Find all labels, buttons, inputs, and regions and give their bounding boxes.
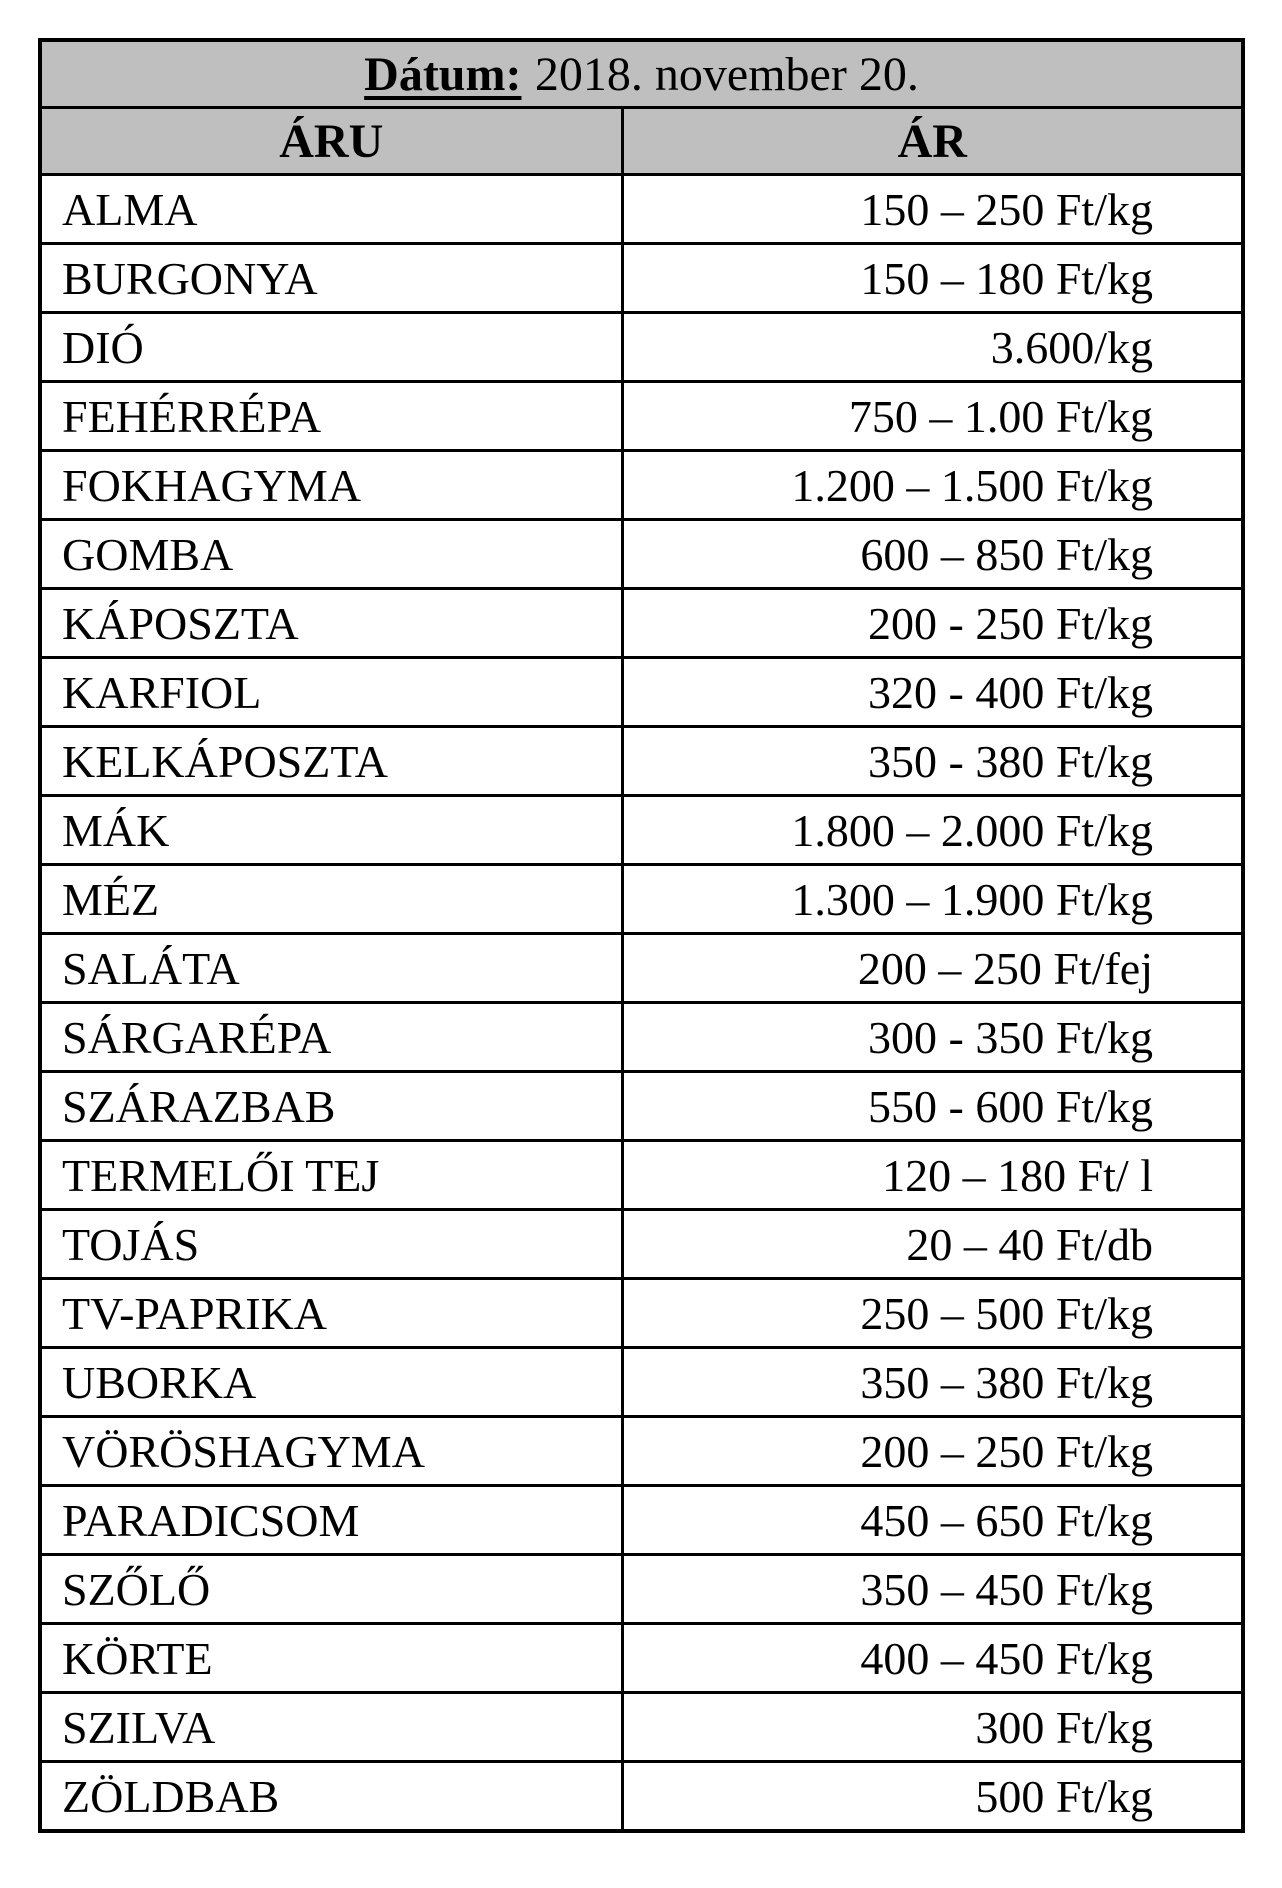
item-price-cell: 150 – 250 Ft/kg xyxy=(620,173,1245,245)
item-price-cell: 350 - 380 Ft/kg xyxy=(620,725,1245,797)
item-price-cell: 600 – 850 Ft/kg xyxy=(620,518,1245,590)
table-row: SALÁTA 200 – 250 Ft/fej xyxy=(38,932,1245,1004)
table-row: VÖRÖSHAGYMA 200 – 250 Ft/kg xyxy=(38,1415,1245,1487)
table-row: KARFIOL 320 - 400 Ft/kg xyxy=(38,656,1245,728)
item-price-cell: 20 – 40 Ft/db xyxy=(620,1208,1245,1280)
item-price-cell: 200 - 250 Ft/kg xyxy=(620,587,1245,659)
table-row: UBORKA 350 – 380 Ft/kg xyxy=(38,1346,1245,1418)
table-row: PARADICSOM 450 – 650 Ft/kg xyxy=(38,1484,1245,1556)
item-name-cell: FEHÉRRÉPA xyxy=(38,380,624,452)
item-name-cell: KARFIOL xyxy=(38,656,624,728)
item-price-cell: 300 Ft/kg xyxy=(620,1691,1245,1763)
table-row: MÉZ 1.300 – 1.900 Ft/kg xyxy=(38,863,1245,935)
item-price-cell: 350 – 380 Ft/kg xyxy=(620,1346,1245,1418)
table-row: ALMA 150 – 250 Ft/kg xyxy=(38,173,1245,245)
item-name-cell: SZILVA xyxy=(38,1691,624,1763)
table-row: KELKÁPOSZTA 350 - 380 Ft/kg xyxy=(38,725,1245,797)
column-header-aru: ÁRU xyxy=(38,106,624,176)
table-row: ZÖLDBAB 500 Ft/kg xyxy=(38,1760,1245,1833)
item-name-cell: DIÓ xyxy=(38,311,624,383)
item-name-cell: ZÖLDBAB xyxy=(38,1760,624,1833)
item-name-cell: TV-PAPRIKA xyxy=(38,1277,624,1349)
item-name-cell: SÁRGARÉPA xyxy=(38,1001,624,1073)
table-row: SZŐLŐ 350 – 450 Ft/kg xyxy=(38,1553,1245,1625)
item-name-cell: ALMA xyxy=(38,173,624,245)
item-name-cell: MÉZ xyxy=(38,863,624,935)
table-row: MÁK 1.800 – 2.000 Ft/kg xyxy=(38,794,1245,866)
item-price-cell: 300 - 350 Ft/kg xyxy=(620,1001,1245,1073)
date-label: Dátum: xyxy=(364,47,522,101)
date-row: Dátum: 2018. november 20. xyxy=(38,38,1245,109)
table-row: GOMBA 600 – 850 Ft/kg xyxy=(38,518,1245,590)
item-price-cell: 450 – 650 Ft/kg xyxy=(620,1484,1245,1556)
date-value: 2018. november 20. xyxy=(534,47,919,101)
table-row: DIÓ 3.600/kg xyxy=(38,311,1245,383)
item-name-cell: KÖRTE xyxy=(38,1622,624,1694)
item-name-cell: TERMELŐI TEJ xyxy=(38,1139,624,1211)
item-name-cell: VÖRÖSHAGYMA xyxy=(38,1415,624,1487)
item-name-cell: SZÁRAZBAB xyxy=(38,1070,624,1142)
column-header-row: ÁRU ÁR xyxy=(38,106,1245,176)
table-row: SZILVA 300 Ft/kg xyxy=(38,1691,1245,1763)
item-name-cell: PARADICSOM xyxy=(38,1484,624,1556)
table-row: KÖRTE 400 – 450 Ft/kg xyxy=(38,1622,1245,1694)
table-row: FOKHAGYMA 1.200 – 1.500 Ft/kg xyxy=(38,449,1245,521)
item-name-cell: MÁK xyxy=(38,794,624,866)
item-name-cell: UBORKA xyxy=(38,1346,624,1418)
table-row: TOJÁS 20 – 40 Ft/db xyxy=(38,1208,1245,1280)
table-row: SZÁRAZBAB 550 - 600 Ft/kg xyxy=(38,1070,1245,1142)
item-price-cell: 150 – 180 Ft/kg xyxy=(620,242,1245,314)
item-name-cell: FOKHAGYMA xyxy=(38,449,624,521)
table-row: FEHÉRRÉPA 750 – 1.00 Ft/kg xyxy=(38,380,1245,452)
item-price-cell: 120 – 180 Ft/ l xyxy=(620,1139,1245,1211)
item-price-cell: 500 Ft/kg xyxy=(620,1760,1245,1833)
item-price-cell: 750 – 1.00 Ft/kg xyxy=(620,380,1245,452)
item-price-cell: 1.200 – 1.500 Ft/kg xyxy=(620,449,1245,521)
item-price-cell: 1.800 – 2.000 Ft/kg xyxy=(620,794,1245,866)
column-header-ar: ÁR xyxy=(620,106,1245,176)
table-row: BURGONYA 150 – 180 Ft/kg xyxy=(38,242,1245,314)
item-name-cell: SALÁTA xyxy=(38,932,624,1004)
date-cell: Dátum: 2018. november 20. xyxy=(38,38,1245,109)
table-row: TV-PAPRIKA 250 – 500 Ft/kg xyxy=(38,1277,1245,1349)
item-price-cell: 3.600/kg xyxy=(620,311,1245,383)
item-price-cell: 350 – 450 Ft/kg xyxy=(620,1553,1245,1625)
item-name-cell: KELKÁPOSZTA xyxy=(38,725,624,797)
table-row: TERMELŐI TEJ 120 – 180 Ft/ l xyxy=(38,1139,1245,1211)
item-name-cell: TOJÁS xyxy=(38,1208,624,1280)
price-table-body: ALMA 150 – 250 Ft/kg BURGONYA 150 – 180 … xyxy=(38,173,1245,1833)
table-row: SÁRGARÉPA 300 - 350 Ft/kg xyxy=(38,1001,1245,1073)
table-row: KÁPOSZTA 200 - 250 Ft/kg xyxy=(38,587,1245,659)
item-name-cell: SZŐLŐ xyxy=(38,1553,624,1625)
item-price-cell: 400 – 450 Ft/kg xyxy=(620,1622,1245,1694)
item-name-cell: BURGONYA xyxy=(38,242,624,314)
item-price-cell: 200 – 250 Ft/kg xyxy=(620,1415,1245,1487)
item-price-cell: 250 – 500 Ft/kg xyxy=(620,1277,1245,1349)
price-table: Dátum: 2018. november 20. ÁRU ÁR ALMA 150… xyxy=(38,38,1245,1833)
item-price-cell: 200 – 250 Ft/fej xyxy=(620,932,1245,1004)
item-price-cell: 320 - 400 Ft/kg xyxy=(620,656,1245,728)
item-name-cell: GOMBA xyxy=(38,518,624,590)
item-name-cell: KÁPOSZTA xyxy=(38,587,624,659)
item-price-cell: 550 - 600 Ft/kg xyxy=(620,1070,1245,1142)
item-price-cell: 1.300 – 1.900 Ft/kg xyxy=(620,863,1245,935)
